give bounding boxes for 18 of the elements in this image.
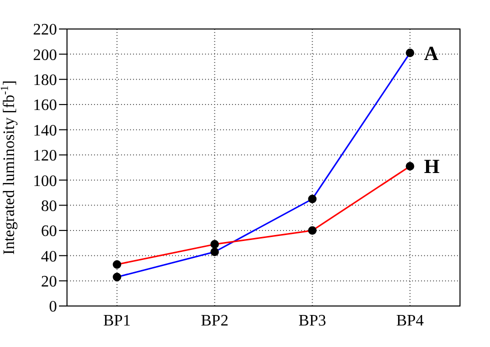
y-tick-label: 100 bbox=[33, 172, 57, 190]
y-tick-label: 160 bbox=[33, 97, 57, 114]
y-tick-label: 200 bbox=[33, 46, 57, 64]
y-tick-label: 80 bbox=[41, 198, 57, 215]
series-label: A bbox=[424, 42, 439, 65]
series-label: H bbox=[424, 156, 440, 178]
y-tick-label: 120 bbox=[33, 148, 57, 165]
y-tick-label: 0 bbox=[49, 298, 57, 316]
y-tick-label: 220 bbox=[33, 22, 57, 39]
y-tick-label: 20 bbox=[41, 274, 57, 290]
x-tick-label: BP1 bbox=[103, 312, 131, 330]
x-tick-label: BP3 bbox=[298, 312, 326, 330]
x-tick-label: BP4 bbox=[396, 312, 424, 330]
y-tick-label: 180 bbox=[33, 72, 57, 90]
x-tick-label: BP2 bbox=[200, 312, 228, 330]
y-tick-label: 140 bbox=[33, 122, 57, 140]
y-tick-label: 60 bbox=[41, 223, 57, 240]
y-tick-label: 40 bbox=[41, 248, 57, 266]
